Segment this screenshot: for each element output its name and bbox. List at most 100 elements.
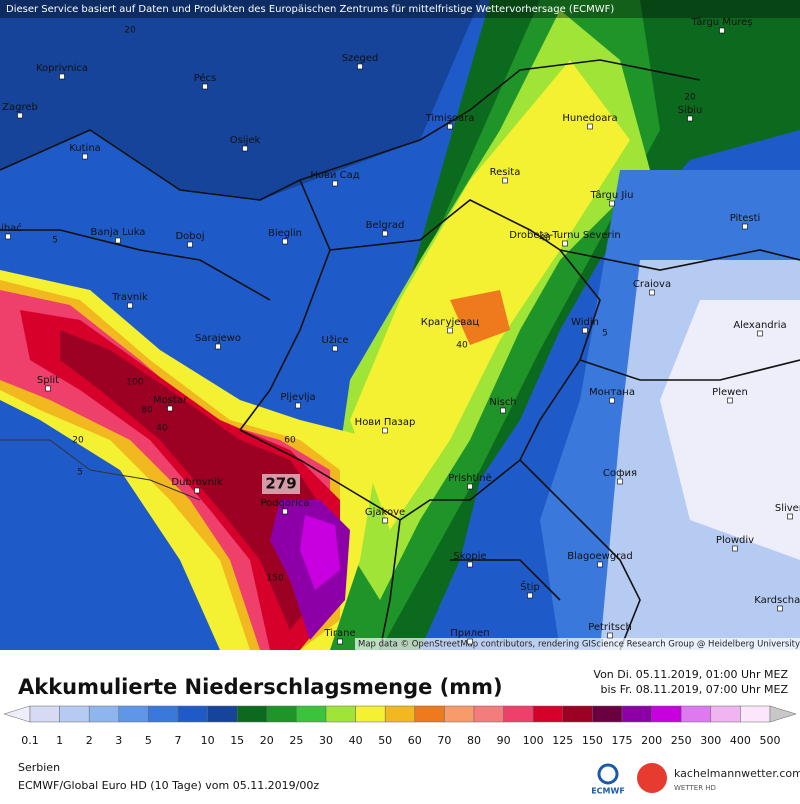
ecmwf-logo <box>597 763 619 785</box>
city-marker <box>115 237 121 244</box>
city-label: Pécs <box>194 72 217 84</box>
city-marker <box>597 561 603 568</box>
city-marker <box>582 327 588 334</box>
legend-label: 20 <box>260 734 274 747</box>
legend-swatch <box>414 705 445 723</box>
city-label: Gjakove <box>365 507 405 518</box>
city-marker <box>167 405 173 412</box>
contour-label: 20 <box>72 436 84 446</box>
legend: 0.1 1 2 3 5 7 10 15 20 25 30 40 50 60 70 80 90 100 125 150 1… <box>3 705 797 747</box>
city-label: Belgrad <box>366 220 405 231</box>
legend-swatch <box>710 705 741 723</box>
city-marker <box>742 223 748 230</box>
legend-swatch <box>118 705 149 723</box>
model: ECMWF/Global Euro HD (10 Tage) vom 05.11… <box>18 779 319 792</box>
legend-label: 100 <box>523 734 544 747</box>
city-marker <box>687 115 693 122</box>
city-marker <box>194 487 200 494</box>
city-label: Craiova <box>633 279 671 290</box>
legend-swatch <box>266 705 297 723</box>
attribution-bg <box>355 638 800 650</box>
legend-label: 90 <box>497 734 511 747</box>
legend-arrow-left <box>3 705 31 723</box>
legend-swatch <box>621 705 652 723</box>
city-marker <box>382 230 388 237</box>
city-marker <box>202 83 208 90</box>
city-label: Banja Luka <box>91 227 146 238</box>
legend-label: 10 <box>201 734 215 747</box>
legend-swatch <box>148 705 179 723</box>
legend-swatch <box>177 705 208 723</box>
city-marker <box>127 302 133 309</box>
legend-label: 125 <box>552 734 573 747</box>
contour-label: 80 <box>141 406 153 416</box>
city-marker <box>5 233 11 240</box>
legend-label: 2 <box>86 734 93 747</box>
legend-label: 40 <box>349 734 363 747</box>
legend-swatch <box>59 705 90 723</box>
title: Akkumulierte Niederschlagsmenge (mm) <box>18 675 503 699</box>
city-marker <box>467 561 473 568</box>
city-marker <box>617 478 623 485</box>
notice: Dieser Service basiert auf Daten und Pro… <box>6 4 614 15</box>
contour-label: 5 <box>602 329 608 339</box>
contour-label: 5 <box>52 236 58 246</box>
city-label: Nisch <box>489 397 516 408</box>
city-marker <box>382 517 388 524</box>
city-marker <box>242 145 248 152</box>
period-end: bis Fr. 08.11.2019, 07:00 Uhr MEZ <box>601 683 789 696</box>
city-marker <box>332 345 338 352</box>
city-marker <box>719 27 725 34</box>
contour-label: 40 <box>539 234 551 244</box>
city-label: Târgu Mureș <box>690 16 752 28</box>
city-label: Bihać <box>0 222 22 234</box>
city-label: София <box>603 468 637 479</box>
contour-label: 20 <box>684 93 696 103</box>
legend-label: 200 <box>641 734 662 747</box>
city-marker <box>649 289 655 296</box>
city-marker <box>187 241 193 248</box>
city-marker <box>732 545 738 552</box>
legend-label: 175 <box>612 734 633 747</box>
city-label: Târgu Jiu <box>590 189 634 201</box>
city-marker <box>17 112 23 119</box>
city-label: Sliven <box>775 503 800 514</box>
city-marker <box>607 632 613 639</box>
attribution: Map data © OpenStreetMap contributors, r… <box>358 640 800 650</box>
city-label: Нови Пазар <box>355 417 416 428</box>
legend-label: 300 <box>700 734 721 747</box>
city-label: Travnik <box>111 292 148 303</box>
city-label: Timișoara <box>425 113 475 124</box>
contour-label: 40 <box>156 424 168 434</box>
legend-swatch <box>444 705 475 723</box>
city-marker <box>527 592 533 599</box>
legend-label: 150 <box>582 734 603 747</box>
city-label: Osijek <box>230 135 261 146</box>
contour-label: 20 <box>124 26 136 36</box>
city-label: Blagoewgrad <box>567 551 633 562</box>
city-label: Dubrovnik <box>171 477 222 488</box>
legend-label: 25 <box>289 734 303 747</box>
city-marker <box>82 153 88 160</box>
city-label: Alexandria <box>733 320 786 331</box>
city-layer: Koprivnica Pécs Szeged Zagreb Kutina Osijek Ti… <box>0 16 800 645</box>
city-label: Užice <box>322 334 349 346</box>
city-label: Kardschali <box>754 595 800 606</box>
city-label: Szeged <box>342 53 379 64</box>
city-label: Mostar <box>153 395 188 406</box>
legend-label: 30 <box>319 734 333 747</box>
site-sub: WETTER HD <box>674 784 716 792</box>
city-marker <box>282 238 288 245</box>
city-marker <box>467 638 473 645</box>
city-marker <box>282 508 288 515</box>
city-label: Крагујевац <box>421 316 480 328</box>
legend-swatch <box>532 705 564 723</box>
city-marker <box>215 343 221 350</box>
city-label: Resita <box>490 167 521 178</box>
legend-swatch <box>88 705 120 723</box>
legend-swatch <box>503 705 534 723</box>
city-label: Нови Сад <box>310 170 359 181</box>
legend-swatch <box>473 705 504 723</box>
